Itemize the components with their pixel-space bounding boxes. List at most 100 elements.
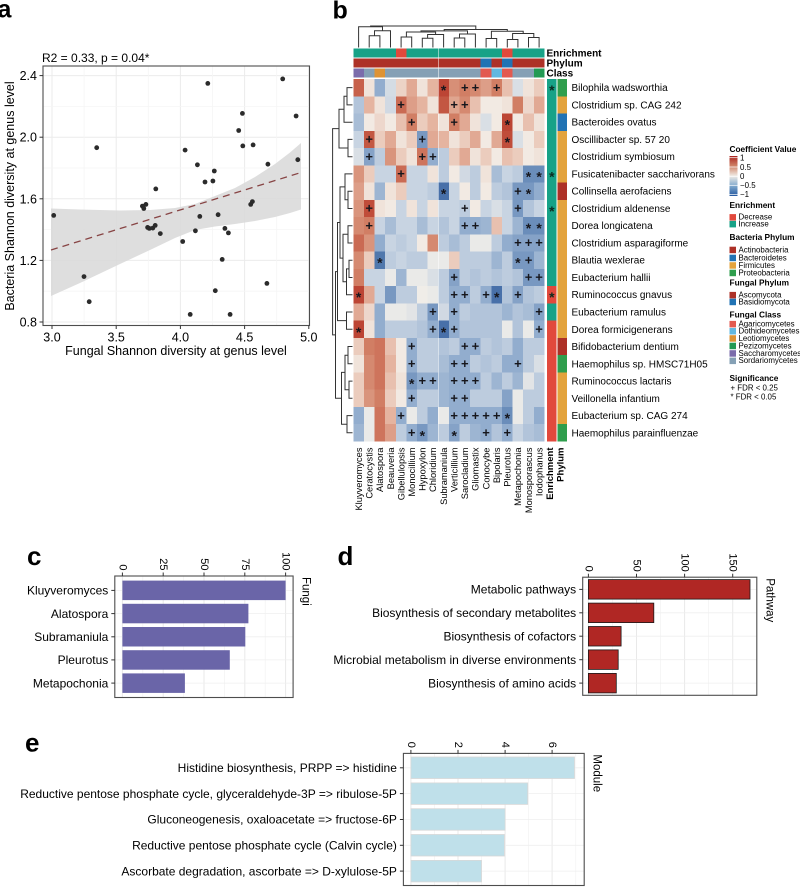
svg-text:Bacteroidetes: Bacteroidetes	[739, 253, 787, 262]
svg-text:Histidine biosynthesis, PRPP =: Histidine biosynthesis, PRPP => histidin…	[178, 761, 398, 775]
svg-text:−0.5: −0.5	[740, 181, 756, 190]
svg-text:50: 50	[631, 559, 643, 571]
svg-text:+: +	[397, 408, 405, 423]
svg-text:Module: Module	[591, 754, 603, 792]
svg-text:+: +	[472, 80, 480, 95]
svg-text:2: 2	[452, 742, 464, 748]
svg-text:100: 100	[679, 553, 691, 571]
svg-text:*: *	[451, 427, 457, 443]
svg-text:150: 150	[727, 553, 739, 571]
svg-text:d: d	[338, 541, 354, 571]
svg-text:0: 0	[740, 172, 745, 181]
svg-text:0: 0	[116, 564, 128, 570]
svg-text:*: *	[420, 427, 426, 443]
svg-text:Bifidobacterium dentium: Bifidobacterium dentium	[572, 342, 679, 353]
svg-text:*: *	[377, 255, 383, 271]
svg-text:*: *	[536, 220, 542, 236]
svg-text:Metapochonia: Metapochonia	[513, 447, 523, 506]
svg-text:Biosynthesis of cofactors: Biosynthesis of cofactors	[443, 630, 576, 644]
svg-text:Eubacterium ramulus: Eubacterium ramulus	[572, 308, 666, 319]
svg-text:+: +	[408, 339, 416, 354]
svg-text:Coefficient Value: Coefficient Value	[730, 144, 797, 154]
svg-text:+: +	[482, 287, 490, 302]
svg-text:Hypoxylon: Hypoxylon	[418, 448, 428, 491]
svg-text:+: +	[472, 408, 480, 423]
svg-text:+: +	[450, 373, 458, 388]
svg-text:*: *	[549, 82, 555, 98]
svg-text:25: 25	[157, 558, 169, 570]
svg-text:Kluyveromyces: Kluyveromyces	[27, 584, 108, 598]
svg-text:+: +	[482, 425, 490, 440]
svg-text:+: +	[419, 149, 427, 164]
svg-text:+: +	[514, 356, 522, 371]
svg-text:+: +	[461, 408, 469, 423]
svg-text:Bilophila wadsworthia: Bilophila wadsworthia	[572, 83, 669, 94]
svg-text:Monosporascus: Monosporascus	[524, 447, 534, 513]
svg-text:Gliomastix: Gliomastix	[471, 447, 481, 491]
svg-text:+: +	[450, 391, 458, 406]
svg-text:+: +	[525, 252, 533, 267]
svg-text:+: +	[419, 132, 427, 147]
svg-text:+: +	[472, 373, 480, 388]
svg-text:+: +	[397, 166, 405, 181]
svg-text:Fungal Class: Fungal Class	[730, 310, 782, 320]
svg-text:Eubacterium sp. CAG 274: Eubacterium sp. CAG 274	[572, 411, 689, 422]
svg-text:Leotiomycetes: Leotiomycetes	[739, 334, 790, 343]
svg-text:+: +	[429, 149, 437, 164]
svg-text:Bipolaris: Bipolaris	[492, 447, 502, 483]
svg-text:2.0: 2.0	[20, 131, 37, 145]
svg-text:Fungi: Fungi	[300, 577, 312, 606]
svg-text:Ruminococcus gnavus: Ruminococcus gnavus	[572, 290, 673, 301]
svg-text:+: +	[429, 322, 437, 337]
svg-text:Reductive pentose phosphate cy: Reductive pentose phosphate cycle (Calvi…	[132, 839, 397, 853]
svg-text:Phylum: Phylum	[556, 448, 567, 482]
svg-text:Chloridium: Chloridium	[428, 447, 438, 492]
svg-text:Pezizomycetes: Pezizomycetes	[739, 341, 792, 350]
svg-text:+: +	[525, 235, 533, 250]
svg-text:+: +	[461, 218, 469, 233]
svg-text:+: +	[450, 322, 458, 337]
svg-text:+: +	[514, 287, 522, 302]
svg-text:Decrease: Decrease	[739, 213, 773, 222]
svg-text:+: +	[461, 391, 469, 406]
svg-text:R2 = 0.33, p = 0.04*: R2 = 0.33, p = 0.04*	[42, 51, 150, 65]
svg-text:+: +	[504, 425, 512, 440]
svg-text:*: *	[549, 289, 555, 305]
svg-text:Beauveria: Beauveria	[386, 447, 396, 490]
svg-text:+: +	[461, 287, 469, 302]
svg-text:+: +	[514, 183, 522, 198]
svg-text:+: +	[535, 270, 543, 285]
svg-text:Conocybe: Conocybe	[481, 448, 491, 490]
svg-text:−1: −1	[740, 190, 749, 199]
svg-text:6: 6	[546, 742, 558, 748]
svg-text:Pleurotus: Pleurotus	[58, 653, 109, 667]
svg-text:0: 0	[582, 566, 594, 572]
svg-text:+: +	[429, 373, 437, 388]
svg-text:Enrichment: Enrichment	[545, 447, 556, 500]
svg-text:e: e	[25, 728, 39, 758]
svg-text:+: +	[408, 114, 416, 129]
svg-text:+: +	[461, 80, 469, 95]
svg-text:Dorea formicigenerans: Dorea formicigenerans	[572, 325, 673, 336]
svg-text:*: *	[536, 168, 542, 184]
svg-text:Clostridium aldenense: Clostridium aldenense	[572, 204, 671, 215]
svg-text:+: +	[408, 391, 416, 406]
svg-text:Agaricomycetes: Agaricomycetes	[739, 320, 795, 329]
svg-text:*: *	[549, 168, 555, 184]
svg-text:*: *	[441, 186, 447, 202]
svg-text:+: +	[461, 97, 469, 112]
svg-text:Microbial metabolism in divers: Microbial metabolism in diverse environm…	[333, 653, 576, 667]
svg-text:*: *	[505, 134, 511, 150]
svg-text:Sordariomycetes: Sordariomycetes	[739, 356, 798, 365]
svg-text:Bacteria Shannon diversity at: Bacteria Shannon diversity at genus leve…	[3, 81, 17, 310]
svg-text:*: *	[441, 324, 447, 340]
svg-text:Basidiomycota: Basidiomycota	[739, 297, 791, 306]
svg-text:Kluyveromyces: Kluyveromyces	[354, 447, 364, 510]
svg-text:Ruminococcus lactaris: Ruminococcus lactaris	[572, 377, 672, 388]
svg-text:Eubacterium hallii: Eubacterium hallii	[572, 273, 651, 284]
svg-text:+: +	[408, 425, 416, 440]
svg-text:Subramaniula: Subramaniula	[34, 630, 108, 644]
svg-text:1.6: 1.6	[20, 192, 37, 206]
svg-text:*: *	[441, 82, 447, 98]
svg-text:4: 4	[499, 742, 511, 748]
